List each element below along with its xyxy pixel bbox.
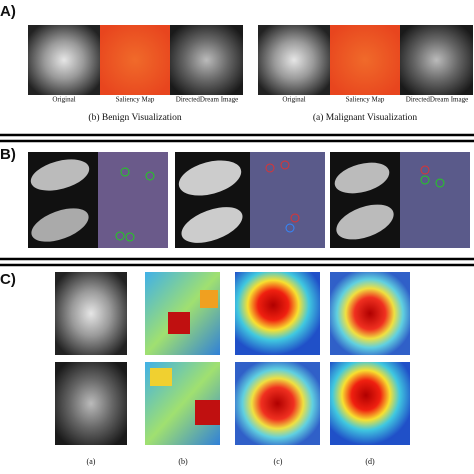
- panel-label: B): [0, 146, 16, 163]
- column-label: (b): [178, 457, 188, 466]
- caption: (a) Malignant Visualization: [313, 112, 418, 123]
- panel-b-images: [28, 152, 470, 248]
- panel-label: C): [0, 271, 16, 288]
- image-label: DirectedDream Image: [176, 96, 238, 104]
- column-label: (a): [87, 457, 96, 466]
- image: [330, 25, 400, 95]
- image: [400, 25, 473, 95]
- panel-label: A): [0, 3, 16, 20]
- image-label: Saliency Map: [116, 96, 155, 104]
- column-label: (d): [365, 457, 375, 466]
- image: [258, 25, 330, 95]
- image-label: Saliency Map: [346, 96, 385, 104]
- benign-images: [28, 25, 243, 95]
- malignant-images: [258, 25, 473, 95]
- image: [170, 25, 243, 95]
- panel-c-images: [55, 272, 410, 445]
- image: [28, 25, 100, 95]
- column-label: (c): [274, 457, 283, 466]
- image-label: Original: [282, 96, 305, 104]
- caption: (b) Benign Visualization: [88, 112, 181, 123]
- image: [100, 25, 170, 95]
- image-label: DirectedDream Image: [406, 96, 468, 104]
- image-label: Original: [52, 96, 75, 104]
